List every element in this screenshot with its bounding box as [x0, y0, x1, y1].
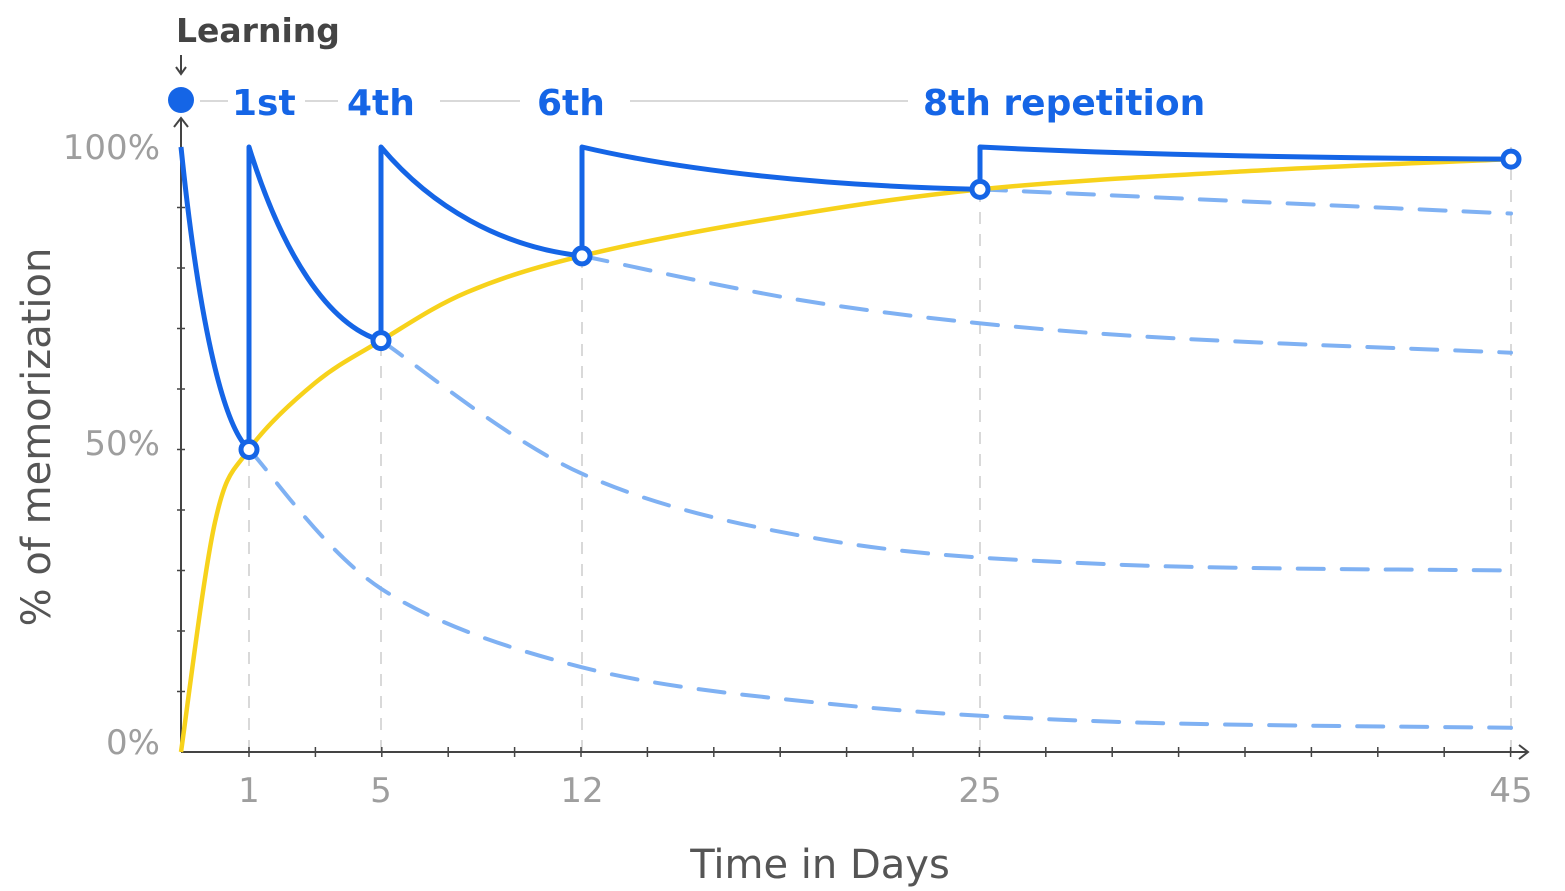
x-tick-label-12: 12: [560, 771, 603, 811]
forgetting-curve-dashed-1: [247, 447, 1513, 730]
repetition-label-4th: 4th: [347, 83, 415, 124]
forgetting-curve-dashed-4: [978, 187, 1513, 216]
x-tick-label-25: 25: [958, 771, 1001, 811]
y-axis-title: % of memorization: [14, 248, 60, 627]
x-tick-label-1: 1: [238, 771, 260, 811]
repetition-label-8th: 8th repetition: [923, 83, 1205, 124]
axes: [173, 116, 1530, 760]
forgetting-curve-dashed-3: [580, 253, 1513, 355]
y-tick-label-0: 0%: [106, 723, 160, 763]
data-markers: [238, 148, 1522, 460]
forgetting-curve-dashed-2: [379, 338, 1513, 573]
minor-ticks: [177, 206, 1512, 757]
review-point-marker-day-5: [370, 330, 392, 352]
repetition-memory-line: [178, 144, 1512, 452]
y-axis-arrow: [173, 116, 189, 128]
review-point-marker-day-45: [1500, 148, 1522, 170]
learning-arrow-head: [175, 66, 187, 76]
y-tick-label-100: 100%: [63, 128, 160, 168]
x-tick-label-5: 5: [370, 771, 392, 811]
x-tick-label-45: 45: [1489, 771, 1532, 811]
review-point-marker-day-1: [238, 439, 260, 460]
repetition-label-6th: 6th: [537, 83, 605, 124]
x-axis-title: Time in Days: [689, 842, 950, 888]
repetition-annotations: Learning 1st 4th 6th 8th repetition: [168, 11, 1205, 124]
x-axis-arrow: [1518, 744, 1530, 760]
gridlines: [248, 147, 1512, 752]
review-point-marker-day-12: [571, 245, 593, 267]
retention-trend-line: [178, 156, 1512, 753]
y-tick-label-50: 50%: [84, 424, 160, 464]
learning-label: Learning: [176, 11, 340, 50]
review-point-marker-day-25: [969, 178, 991, 200]
learning-start-dot: [168, 87, 194, 113]
repetition-label-1st: 1st: [232, 83, 296, 124]
